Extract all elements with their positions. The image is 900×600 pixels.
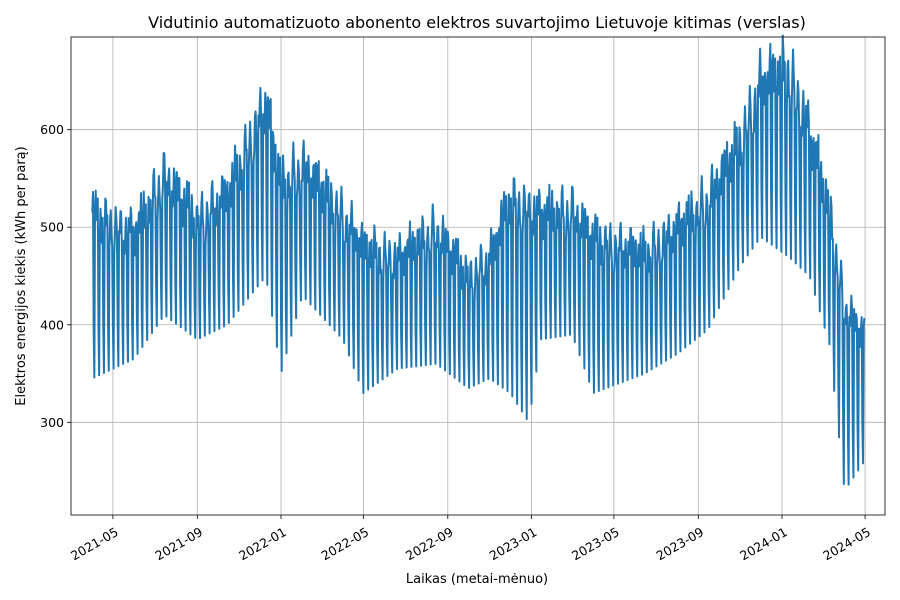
series-line	[91, 34, 866, 486]
y-tick-label: 300	[40, 415, 64, 430]
series-line-path	[91, 34, 866, 486]
chart-title: Vidutinio automatizuoto abonento elektro…	[148, 13, 806, 32]
y-tick-label: 600	[40, 122, 64, 137]
y-tick-label: 400	[40, 317, 64, 332]
y-axis-label: Elektros energijos kiekis (kWh per parą)	[14, 146, 29, 405]
x-axis-label: Laikas (metai-mėnuo)	[406, 572, 548, 587]
plot-frame	[70, 36, 886, 516]
y-tick-label: 500	[40, 220, 64, 235]
